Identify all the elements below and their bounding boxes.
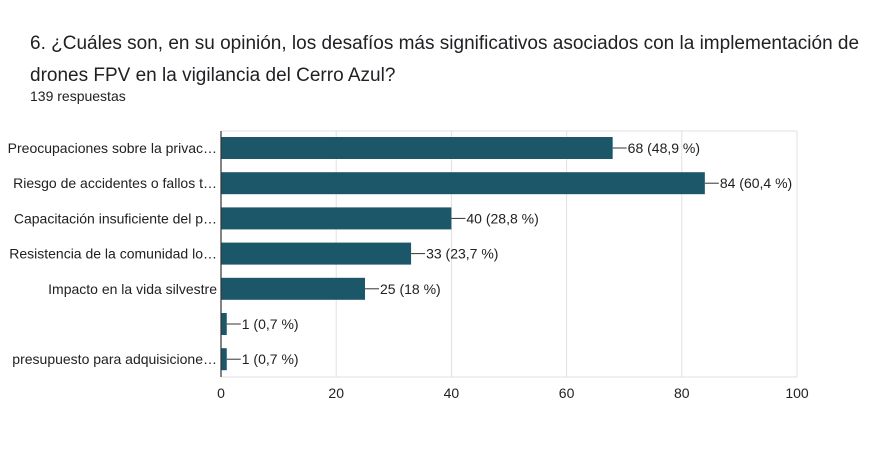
response-count: 139 respuestas — [30, 88, 126, 104]
data-label: 84 (60,4 %) — [720, 175, 792, 191]
bar[interactable] — [221, 242, 412, 265]
data-label: 68 (48,9 %) — [628, 140, 700, 156]
data-label: 25 (18 %) — [380, 281, 441, 297]
category-label: Preocupaciones sobre la privac… — [8, 140, 217, 156]
question-title: 6. ¿Cuáles son, en su opinión, los desaf… — [30, 33, 860, 86]
category-label: Capacitación insuficiente del p… — [14, 210, 217, 226]
x-tick-label: 60 — [559, 385, 575, 401]
category-label: Impacto en la vida silvestre — [48, 281, 217, 297]
x-tick-label: 80 — [674, 385, 690, 401]
bar[interactable] — [221, 277, 365, 300]
bar[interactable] — [221, 137, 613, 159]
bar[interactable] — [221, 207, 452, 230]
data-label: 40 (28,8 %) — [466, 210, 538, 226]
x-tick-label: 0 — [217, 385, 225, 401]
category-label: presupuesto para adquisicione… — [12, 351, 217, 367]
x-tick-label: 40 — [444, 385, 460, 401]
bar[interactable] — [221, 172, 705, 195]
bar[interactable] — [221, 313, 227, 335]
bar[interactable] — [221, 348, 227, 371]
category-label: Resistencia de la comunidad lo… — [9, 246, 217, 262]
category-label: Riesgo de accidentes o fallos t… — [13, 175, 217, 191]
data-label: 1 (0,7 %) — [242, 351, 299, 367]
x-tick-label: 100 — [785, 385, 809, 401]
data-label: 1 (0,7 %) — [242, 316, 299, 332]
x-tick-label: 20 — [328, 385, 344, 401]
data-label: 33 (23,7 %) — [426, 246, 498, 262]
labels: 0 20 40 60 80 100 Preocupaciones sobre la priv… — [8, 131, 809, 401]
bars — [221, 137, 705, 371]
